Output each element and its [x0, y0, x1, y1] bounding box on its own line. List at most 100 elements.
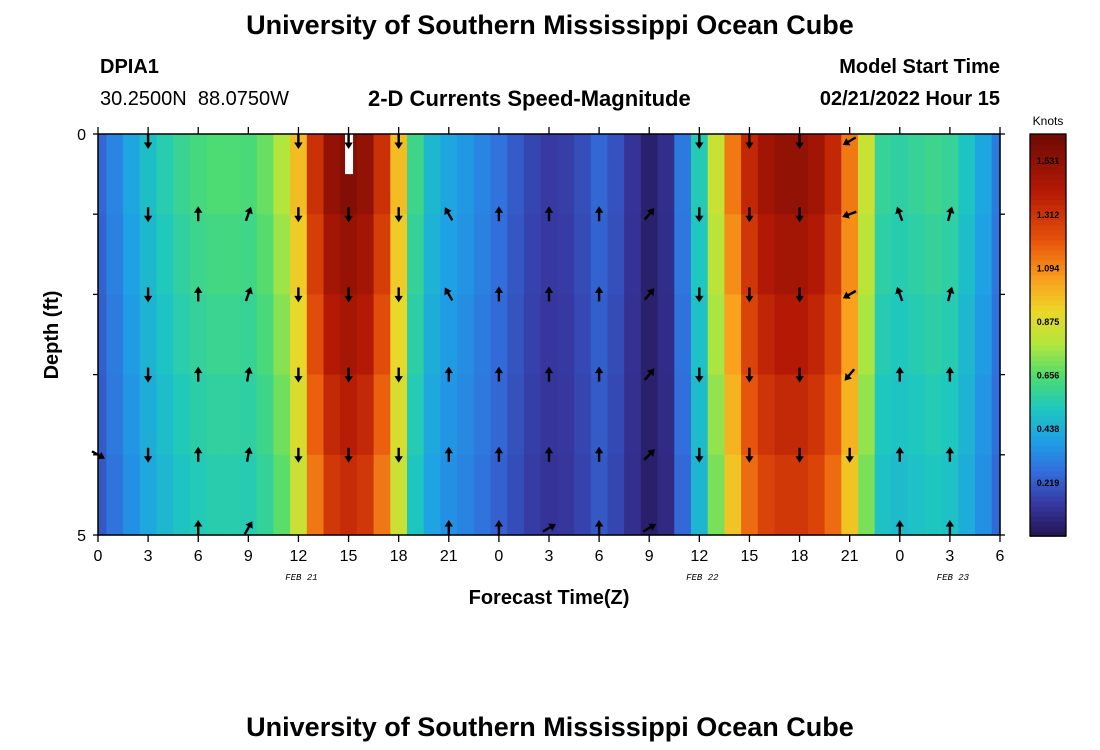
current-arrow	[394, 447, 403, 463]
heatmap-cell	[356, 134, 375, 215]
heatmap-cell	[724, 294, 742, 376]
model-start-value: 02/21/2022 Hour 15	[819, 88, 1000, 110]
x-tick-label: 9	[645, 548, 654, 565]
heatmap-cell	[974, 374, 993, 456]
heatmap-cell	[273, 134, 291, 215]
colorbar-swatch	[1030, 415, 1066, 422]
current-arrow	[895, 206, 904, 222]
heatmap-cell	[407, 214, 425, 295]
arrow-shaft	[643, 451, 653, 461]
heatmap-cell	[724, 214, 742, 295]
heatmap-cell	[674, 294, 692, 376]
colorbar-swatch	[1030, 279, 1066, 286]
heatmap-cell	[206, 454, 224, 536]
heatmap-cell	[841, 454, 859, 536]
heatmap-cell	[373, 134, 391, 215]
current-arrow	[143, 367, 153, 383]
heatmap-cell	[707, 454, 725, 536]
heatmap-cell	[924, 374, 943, 456]
current-arrow	[444, 446, 453, 462]
x-axis-label: Forecast Time(Z)	[469, 587, 630, 609]
heatmap-cell	[891, 214, 909, 295]
arrow-shaft	[446, 211, 454, 221]
colorbar-tick-label: 1.531	[1037, 156, 1060, 166]
arrow-shaft	[642, 525, 653, 533]
current-arrow	[394, 134, 403, 149]
current-arrow	[643, 449, 655, 461]
arrow-head	[494, 286, 504, 293]
heatmap-cell	[490, 294, 508, 376]
arrow-head	[646, 208, 655, 216]
colorbar-swatch	[1030, 370, 1066, 377]
heatmap-cell	[123, 454, 141, 536]
heatmap-cell	[440, 134, 458, 215]
heatmap-cell	[156, 134, 174, 215]
arrow-head	[648, 523, 657, 531]
colorbar-swatch	[1030, 249, 1066, 256]
current-arrow	[194, 286, 203, 302]
colorbar-swatch	[1030, 500, 1066, 507]
current-arrow	[643, 208, 655, 221]
arrow-head	[646, 288, 655, 296]
current-arrow	[394, 287, 403, 303]
heatmap-cell	[423, 214, 442, 295]
heatmap-cell	[741, 454, 759, 536]
heatmap-cell	[507, 214, 525, 295]
colorbar-tick-label: 0.438	[1037, 424, 1060, 434]
heatmap-cell	[858, 134, 876, 215]
heatmap-cell	[874, 214, 893, 295]
colorbar-swatch	[1030, 294, 1066, 301]
heatmap-cell	[206, 214, 224, 295]
arrow-head	[646, 368, 655, 377]
page-title: University of Southern Mississippi Ocean…	[246, 10, 854, 40]
heatmap-cell	[574, 454, 592, 536]
heatmap-cell	[239, 294, 258, 376]
current-arrow	[344, 207, 353, 223]
arrow-head	[647, 449, 655, 457]
colorbar-swatch	[1030, 159, 1066, 165]
arrow-shaft	[946, 291, 952, 302]
heatmap-cell	[807, 454, 826, 536]
current-arrow	[842, 210, 857, 219]
current-arrow	[745, 287, 754, 303]
heatmap-cell	[323, 294, 341, 376]
station-coordinates: 30.2500N 88.0750W	[100, 88, 290, 110]
current-arrow	[91, 450, 105, 460]
heatmap-cell	[173, 214, 191, 295]
arrow-head	[394, 295, 403, 303]
heatmap-cell	[841, 134, 859, 215]
heatmap-cell	[958, 454, 976, 536]
date-labels: FEB 21 FEB 22 FEB 23	[285, 573, 969, 583]
heatmap-cell	[139, 134, 158, 215]
heatmap-cell	[423, 374, 442, 456]
arrow-head	[394, 376, 403, 383]
heatmap-cell	[473, 454, 492, 536]
heatmap-cell	[373, 214, 391, 295]
heatmap-cell	[607, 134, 625, 215]
heatmap-cell	[874, 294, 893, 376]
chart-subtitle: 2-D Currents Speed-Magnitude	[368, 86, 691, 111]
heatmap-cell	[173, 294, 191, 376]
arrow-head	[946, 206, 955, 214]
arrow-head	[544, 286, 554, 293]
arrow-head	[745, 142, 754, 149]
current-arrow	[643, 368, 655, 381]
arrow-head	[745, 215, 754, 223]
current-arrow	[143, 287, 153, 303]
current-arrow	[842, 136, 857, 146]
heatmap-cell	[774, 214, 792, 295]
heatmap-cell	[373, 374, 391, 456]
heatmap-cell	[156, 374, 174, 456]
current-arrow	[494, 366, 504, 382]
current-arrow	[594, 520, 604, 535]
heatmap-cell	[139, 374, 158, 456]
current-arrow	[642, 523, 657, 533]
heatmap-cell	[373, 454, 391, 536]
heatmap-cell	[490, 454, 508, 536]
arrow-shaft	[946, 210, 952, 222]
x-tick-label: 12	[690, 548, 708, 565]
heatmap-cell	[824, 374, 842, 456]
current-arrow	[294, 134, 303, 149]
colorbar-swatch	[1030, 219, 1066, 226]
y-tick-label: 5	[77, 528, 86, 545]
